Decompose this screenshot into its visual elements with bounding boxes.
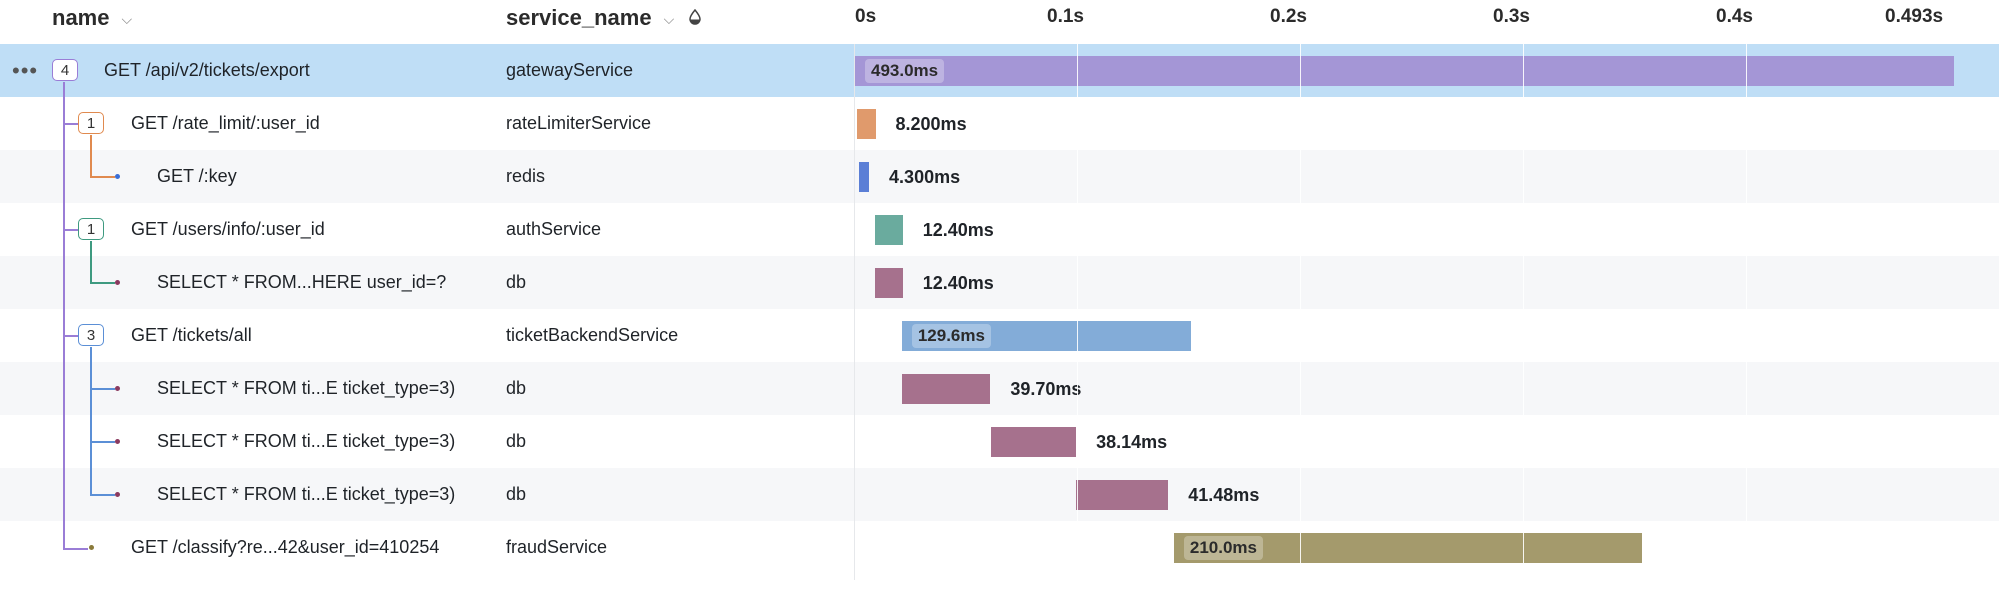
name-column-label: name <box>52 5 110 30</box>
child-count-badge[interactable]: 3 <box>78 324 104 346</box>
span-bar[interactable] <box>901 321 1191 351</box>
tree-line <box>90 494 115 496</box>
duration-label: 12.40ms <box>922 219 994 240</box>
tick-label: 0.1s <box>1047 6 1084 27</box>
duration-label: 4.300ms <box>889 166 961 187</box>
duration-label: 493.0ms <box>865 59 945 83</box>
span-name: SELECT * FROM...HERE user_id=? <box>157 272 447 292</box>
tree-line <box>90 135 92 177</box>
color-drop-icon[interactable] <box>688 8 702 28</box>
duration-label: 210.0ms <box>1183 536 1263 560</box>
tree-line <box>90 282 115 284</box>
tree-line <box>90 388 115 390</box>
table-row[interactable]: SELECT * FROM ti...E ticket_type=3) db 3… <box>0 362 1999 415</box>
span-name: GET /classify?re...42&user_id=410254 <box>131 537 440 557</box>
service-name: redis <box>506 166 546 186</box>
duration-label: 41.48ms <box>1188 484 1260 505</box>
tree-line <box>63 548 88 550</box>
span-name: GET /tickets/all <box>131 325 252 345</box>
span-name: GET /:key <box>157 166 237 186</box>
leaf-dot-icon <box>89 545 94 550</box>
span-bar[interactable] <box>875 268 903 298</box>
service-column-header[interactable]: service_name ⌵ <box>506 0 702 36</box>
table-row[interactable]: 1 GET /users/info/:user_id authService 1… <box>0 203 1999 256</box>
duration-label: 129.6ms <box>911 324 991 348</box>
tree-line <box>90 441 115 443</box>
tree-line <box>63 123 78 125</box>
span-name: SELECT * FROM ti...E ticket_type=3) <box>157 431 456 451</box>
duration-label: 39.70ms <box>1010 378 1082 399</box>
span-bar[interactable] <box>901 374 991 404</box>
span-bar[interactable] <box>991 427 1077 457</box>
tree-line <box>63 229 78 231</box>
tick-label: 0.3s <box>1493 6 1530 27</box>
service-name: authService <box>506 219 602 239</box>
child-count-badge[interactable]: 1 <box>78 112 104 134</box>
tick-label: 0s <box>855 6 877 27</box>
table-row[interactable]: ••• 4 GET /api/v2/tickets/export gateway… <box>0 44 1999 97</box>
leaf-dot-icon <box>115 280 120 285</box>
table-row[interactable]: GET /:key redis 4.300ms <box>0 150 1999 203</box>
service-name: db <box>506 431 527 451</box>
leaf-dot-icon <box>115 439 120 444</box>
table-row[interactable]: 1 GET /rate_limit/:user_id rateLimiterSe… <box>0 97 1999 150</box>
timeline-divider <box>854 44 855 580</box>
tree-line <box>63 82 65 549</box>
table-row[interactable]: SELECT * FROM...HERE user_id=? db 12.40m… <box>0 256 1999 309</box>
name-column-header[interactable]: name ⌵ <box>52 0 132 36</box>
tree-line <box>63 335 78 337</box>
duration-label: 38.14ms <box>1096 431 1168 452</box>
duration-label: 8.200ms <box>895 113 967 134</box>
more-options-icon[interactable]: ••• <box>12 57 39 83</box>
service-name: ticketBackendService <box>506 325 679 345</box>
tick-label: 0.2s <box>1270 6 1307 27</box>
span-bar[interactable] <box>857 109 876 139</box>
service-name: db <box>506 378 527 398</box>
span-name: GET /rate_limit/:user_id <box>131 113 320 133</box>
service-name: gatewayService <box>506 60 634 80</box>
span-bar[interactable] <box>875 215 903 245</box>
span-name: SELECT * FROM ti...E ticket_type=3) <box>157 378 456 398</box>
table-row[interactable]: SELECT * FROM ti...E ticket_type=3) db 3… <box>0 415 1999 468</box>
child-count-badge[interactable]: 1 <box>78 218 104 240</box>
span-name: GET /users/info/:user_id <box>131 219 325 239</box>
tree-line <box>90 347 92 496</box>
table-header: name ⌵ service_name ⌵ 0s 0.1s 0.2s 0.3s … <box>0 0 1999 38</box>
chevron-down-icon[interactable]: ⌵ <box>121 10 133 27</box>
tree-line <box>90 176 115 178</box>
span-bar[interactable] <box>1173 533 1643 563</box>
service-name: db <box>506 484 527 504</box>
tick-label: 0.4s <box>1716 6 1753 27</box>
tree-line <box>90 241 92 283</box>
span-bar[interactable] <box>1075 480 1169 510</box>
chevron-down-icon[interactable]: ⌵ <box>663 10 675 27</box>
leaf-dot-icon <box>115 386 120 391</box>
span-bar[interactable] <box>859 162 870 192</box>
leaf-dot-icon <box>115 174 120 179</box>
table-row[interactable]: GET /classify?re...42&user_id=410254 fra… <box>0 521 1999 574</box>
span-name: SELECT * FROM ti...E ticket_type=3) <box>157 484 456 504</box>
span-name: GET /api/v2/tickets/export <box>104 60 310 80</box>
child-count-badge[interactable]: 4 <box>52 59 78 81</box>
tick-label: 0.493s <box>1885 6 1944 27</box>
span-bar[interactable] <box>855 56 1955 86</box>
duration-label: 12.40ms <box>922 272 994 293</box>
service-name: fraudService <box>506 537 608 557</box>
service-name: db <box>506 272 527 292</box>
service-column-label: service_name <box>506 5 652 30</box>
table-row[interactable]: SELECT * FROM ti...E ticket_type=3) db 4… <box>0 468 1999 521</box>
table-row[interactable]: 3 GET /tickets/all ticketBackendService … <box>0 309 1999 362</box>
leaf-dot-icon <box>115 492 120 497</box>
service-name: rateLimiterService <box>506 113 652 133</box>
